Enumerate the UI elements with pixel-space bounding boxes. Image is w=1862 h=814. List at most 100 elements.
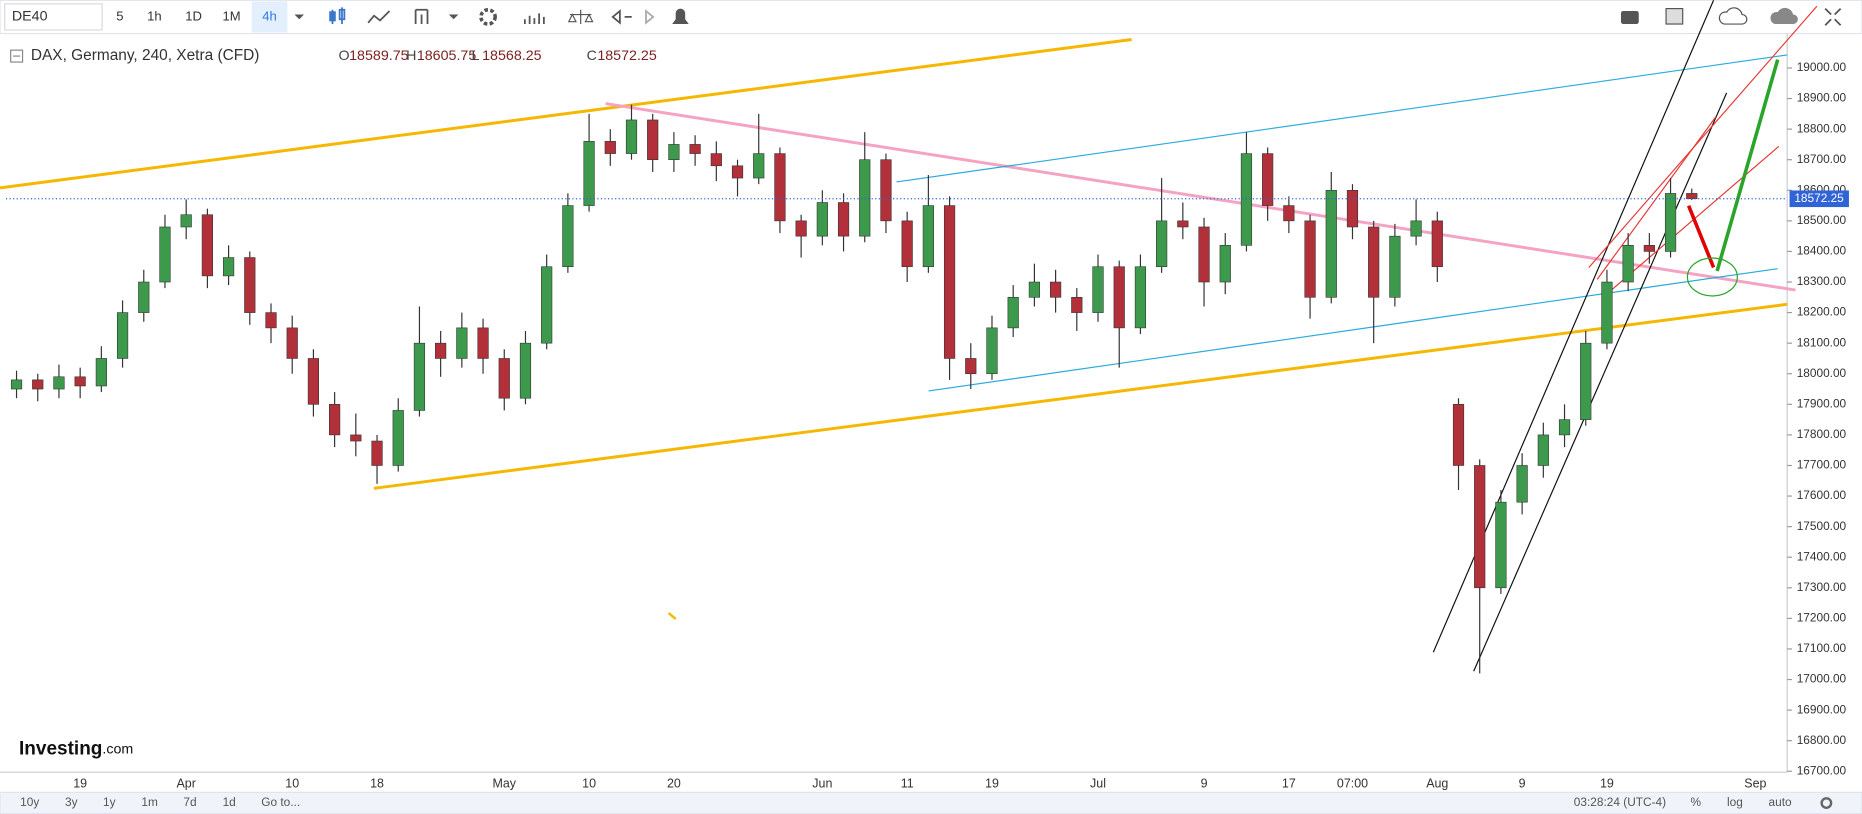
collapse-button[interactable] [10, 49, 24, 63]
x-tick-label: 10 [285, 776, 299, 790]
studies-icon[interactable] [523, 13, 545, 25]
channel-line [896, 54, 1788, 183]
candle-body [901, 220, 913, 268]
candle-body [1537, 434, 1549, 466]
interval-button[interactable]: 4h [262, 8, 277, 23]
fullscreen-icon[interactable] [1824, 7, 1842, 26]
candle-body [74, 376, 86, 387]
range-button[interactable]: 1d [223, 795, 236, 809]
candle-body [1516, 465, 1528, 503]
candle-body [562, 205, 574, 268]
candle-body [435, 342, 447, 359]
y-tick-label: 17000.00 [1797, 672, 1847, 686]
x-tick-label: Jul [1090, 776, 1106, 790]
legend-title: DAX, Germany, 240, Xetra (CFD) [31, 47, 260, 64]
interval-button[interactable]: 1h [147, 8, 162, 23]
candle-body [1431, 220, 1443, 268]
y-tick-label: 17400.00 [1797, 549, 1847, 563]
undo-icon[interactable] [611, 9, 632, 25]
candle-body [116, 312, 129, 359]
range-button[interactable]: 10y [20, 795, 39, 809]
candle-body [456, 327, 468, 359]
camera-icon[interactable] [1620, 10, 1639, 25]
candle-body [837, 202, 850, 237]
y-tick-label: 18300.00 [1797, 274, 1847, 288]
candle-body [1474, 465, 1486, 589]
alert-icon[interactable] [672, 8, 689, 25]
scale-option[interactable]: % [1690, 795, 1701, 809]
x-tick-label: 11 [901, 776, 914, 790]
candle-body [986, 327, 998, 375]
candle-body [753, 153, 765, 179]
candle-body [32, 379, 44, 390]
candle-body [1198, 226, 1210, 283]
candle-body [180, 214, 192, 228]
cloud-load-icon[interactable] [1718, 7, 1748, 25]
x-tick-label: 19 [985, 776, 999, 790]
x-tick-label: Jun [812, 776, 832, 790]
candle-body [371, 440, 383, 466]
range-button[interactable]: 3y [65, 795, 78, 809]
layout-icon[interactable] [1665, 8, 1684, 25]
y-tick-label: 18500.00 [1797, 213, 1847, 227]
plot [10, 104, 1698, 674]
candle-body [350, 434, 362, 442]
range-button[interactable]: 7d [183, 795, 196, 809]
candle-body [816, 202, 828, 237]
y-tick-label: 17500.00 [1797, 519, 1847, 533]
candle-body [710, 153, 722, 167]
y-tick-label: 17900.00 [1797, 396, 1847, 410]
bars-icon[interactable] [414, 8, 429, 25]
projection-arrow [1715, 59, 1780, 272]
toolbar-bar [0, 0, 1862, 35]
redo-icon[interactable] [645, 9, 655, 25]
range-button[interactable]: 1m [141, 795, 158, 809]
range-button[interactable]: 1y [103, 795, 116, 809]
y-tick-label: 17700.00 [1797, 458, 1847, 472]
goto-button[interactable]: Go to... [261, 795, 300, 809]
footer-settings[interactable] [1820, 797, 1833, 809]
candle-body [1262, 153, 1274, 206]
x-tick-label: 9 [1201, 776, 1208, 790]
indicator-icon[interactable] [367, 10, 391, 24]
projection-arrow [1686, 205, 1716, 269]
interval-button[interactable]: 1D [185, 8, 202, 23]
candle-body [922, 205, 934, 268]
scale-option[interactable]: auto [1769, 795, 1792, 809]
interval-button[interactable]: 5 [116, 8, 123, 23]
ohlc-key: C [587, 48, 597, 64]
candle-body [222, 257, 235, 277]
y-tick-label: 18200.00 [1797, 305, 1847, 319]
chart-type-icon[interactable] [329, 7, 346, 25]
candle-body [1495, 501, 1507, 589]
symbol-box[interactable] [4, 3, 103, 31]
candle-body [329, 404, 341, 436]
x-tick-label: 07:00 [1337, 776, 1368, 790]
settings-icon[interactable] [479, 8, 497, 26]
y-tick-label: 17300.00 [1797, 580, 1847, 594]
cloud-save-icon[interactable] [1770, 7, 1798, 25]
candle-body [307, 358, 320, 405]
trend-line [373, 302, 1788, 490]
interval-button[interactable]: 1M [223, 8, 241, 23]
y-tick-label: 18000.00 [1797, 366, 1847, 380]
candle-body [95, 358, 107, 387]
candle-body [541, 266, 553, 344]
logo-name: Investing [19, 739, 102, 760]
candle-body [1389, 235, 1401, 298]
candle-body [1304, 220, 1316, 298]
candle-body [647, 119, 659, 161]
scale-option[interactable]: log [1727, 795, 1743, 809]
ohlc-value: 18589.75 [349, 48, 409, 64]
candle-body [1092, 266, 1104, 313]
x-tick-label: Aug [1426, 776, 1448, 790]
symbol[interactable]: DE40 [12, 9, 48, 25]
candle-body [795, 220, 807, 237]
target-circle [1686, 257, 1738, 297]
y-tick-label: 17800.00 [1797, 427, 1847, 441]
candle-body [10, 379, 23, 390]
y-tick-label: 16700.00 [1797, 763, 1847, 777]
compare-icon[interactable] [567, 9, 594, 25]
ohlc-key: L [471, 48, 479, 64]
